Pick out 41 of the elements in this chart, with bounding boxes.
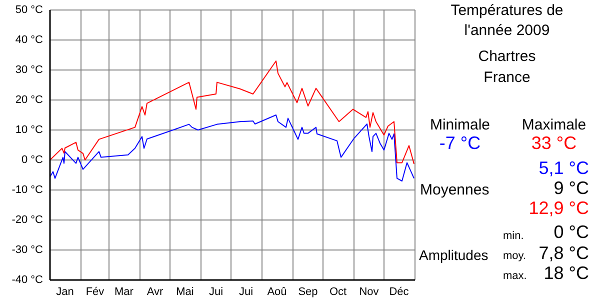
- text: 12,9 °C: [528, 198, 589, 218]
- text: 0 °C: [554, 222, 589, 242]
- x-tick-label: Nov: [359, 286, 380, 298]
- text: max.: [503, 270, 527, 282]
- x-tick-label: Avr: [146, 286, 164, 298]
- text: Amplitudes: [419, 247, 488, 263]
- text: moy.: [503, 250, 526, 262]
- text: Températures de l'année 2009: [450, 2, 564, 38]
- text: Maximale: [522, 116, 586, 134]
- y-tick-label: 30 °C: [15, 64, 44, 76]
- x-tick-label: Jui: [208, 286, 224, 298]
- text: Moyennes: [420, 182, 490, 198]
- x-tick-label: Mai: [176, 286, 194, 298]
- text: Chartres France: [478, 48, 536, 86]
- text: 7,8 °C: [538, 243, 589, 263]
- y-tick-label: 40 °C: [15, 34, 44, 46]
- y-tick-label: -20 °C: [12, 214, 44, 226]
- y-tick-label: -40 °C: [12, 274, 44, 286]
- y-tick-label: 20 °C: [15, 94, 44, 106]
- text: -7 °C: [439, 133, 481, 153]
- y-tick-label: 10 °C: [15, 124, 44, 136]
- text: Minimale: [430, 116, 490, 134]
- y-tick-label: 50 °C: [15, 4, 44, 16]
- y-tick-label: -10 °C: [12, 184, 44, 196]
- text: 33 °C: [531, 133, 577, 153]
- x-tick-label: Oct: [329, 286, 347, 298]
- x-tick-label: Jan: [56, 286, 74, 298]
- text: min.: [503, 230, 524, 242]
- x-tick-label: Sep: [298, 286, 318, 298]
- text: 9 °C: [554, 178, 589, 198]
- text: 18 °C: [544, 263, 589, 283]
- line-series: [50, 114, 414, 182]
- line-series: [50, 60, 414, 164]
- x-tick-label: Fév: [86, 286, 105, 298]
- text: 5,1 °C: [538, 158, 589, 178]
- y-tick-label: -30 °C: [12, 244, 44, 256]
- y-tick-label: 0 °C: [21, 154, 44, 166]
- x-tick-label: Jui: [238, 286, 254, 298]
- x-tick-label: Mar: [114, 286, 134, 298]
- x-tick-label: Déc: [389, 286, 410, 298]
- x-tick-label: Aoû: [267, 286, 287, 298]
